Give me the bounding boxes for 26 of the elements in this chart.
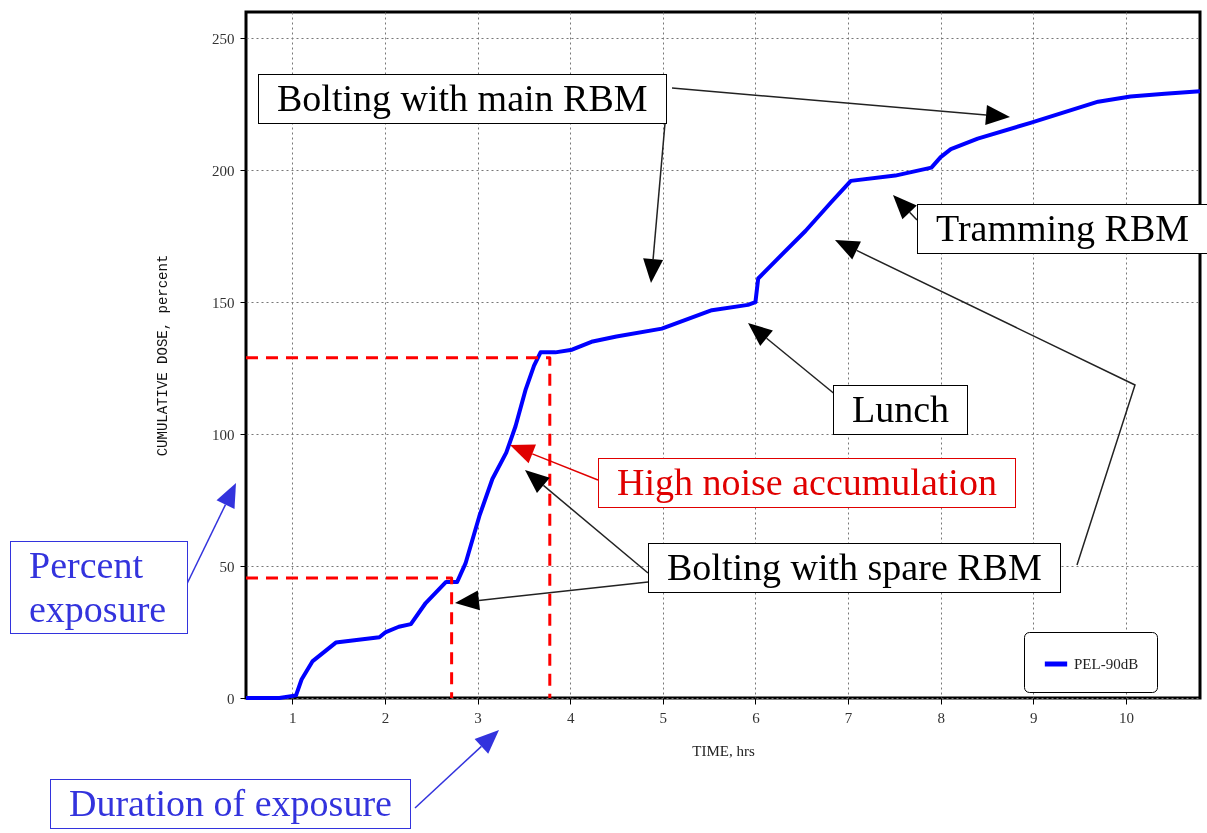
annotation: Bolting with spare RBM xyxy=(648,543,1061,593)
y-tick-label: 100 xyxy=(212,426,235,443)
x-tick-label: 8 xyxy=(937,709,945,726)
annotation: High noise accumulation xyxy=(598,458,1016,508)
y-tick-label: 250 xyxy=(212,30,235,47)
x-tick-label: 3 xyxy=(474,709,482,726)
y-tick-label: 150 xyxy=(212,294,235,311)
y-tick-label: 0 xyxy=(227,690,235,707)
annotation: Lunch xyxy=(833,385,969,435)
x-tick-label: 9 xyxy=(1030,709,1038,726)
x-tick-label: 2 xyxy=(381,709,390,726)
text: Percent exposure xyxy=(10,541,188,635)
x-axis-title: TIME, hrs xyxy=(692,742,755,759)
x-tick-label: 10 xyxy=(1118,709,1134,726)
y-axis-title: CUMULATIVE DOSE, percent xyxy=(155,254,171,457)
x-tick-label: 5 xyxy=(659,709,668,726)
x-tick-label: 1 xyxy=(289,709,297,726)
x-tick-label: 7 xyxy=(844,709,853,726)
y-tick-label: 200 xyxy=(212,162,235,179)
annotation: Tramming RBM xyxy=(917,204,1207,254)
text: Duration of exposure xyxy=(50,779,411,829)
x-tick-label: 4 xyxy=(566,709,575,726)
y-tick-label: 50 xyxy=(219,558,235,575)
x-tick-label: 6 xyxy=(752,709,761,726)
legend-label: PEL-90dB xyxy=(1074,656,1139,672)
annotation: Bolting with main RBM xyxy=(258,74,667,124)
